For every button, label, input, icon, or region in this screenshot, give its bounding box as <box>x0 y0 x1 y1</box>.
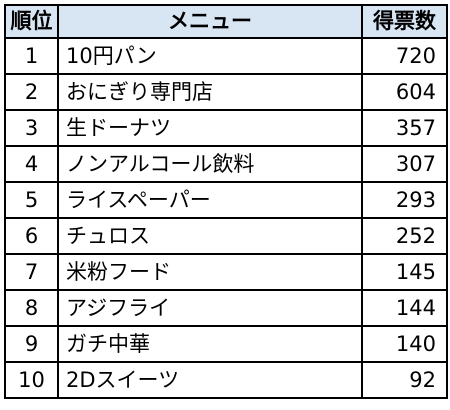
ranking-table-container: 順位 メニュー 得票数 1 10円パン 720 2 おにぎり専門店 604 3 … <box>4 4 448 405</box>
header-votes: 得票数 <box>361 4 448 39</box>
votes-cell: 357 <box>361 109 448 147</box>
votes-cell: 144 <box>361 289 448 327</box>
table-row: 6 チュロス 252 <box>4 217 448 255</box>
table-row: 9 ガチ中華 140 <box>4 325 448 363</box>
rank-cell: 8 <box>4 289 59 327</box>
menu-cell: ライスペーパー <box>57 181 363 219</box>
rank-cell: 9 <box>4 325 59 363</box>
rank-cell: 7 <box>4 253 59 291</box>
menu-cell: アジフライ <box>57 289 363 327</box>
menu-cell: チュロス <box>57 217 363 255</box>
votes-cell: 604 <box>361 73 448 111</box>
rank-cell: 2 <box>4 73 59 111</box>
table-row: 8 アジフライ 144 <box>4 289 448 327</box>
header-rank: 順位 <box>4 4 59 39</box>
menu-cell: ノンアルコール飲料 <box>57 145 363 183</box>
menu-cell: 生ドーナツ <box>57 109 363 147</box>
votes-cell: 307 <box>361 145 448 183</box>
header-row: 順位 メニュー 得票数 <box>4 4 448 39</box>
menu-cell: 米粉フード <box>57 253 363 291</box>
rank-cell: 1 <box>4 37 59 75</box>
menu-cell: 2Dスイーツ <box>57 361 363 399</box>
header-menu: メニュー <box>57 4 363 39</box>
table-row: 10 2Dスイーツ 92 <box>4 361 448 399</box>
votes-cell: 140 <box>361 325 448 363</box>
table-row: 2 おにぎり専門店 604 <box>4 73 448 111</box>
rank-cell: 4 <box>4 145 59 183</box>
votes-cell: 252 <box>361 217 448 255</box>
ranking-table: 順位 メニュー 得票数 1 10円パン 720 2 おにぎり専門店 604 3 … <box>4 4 448 399</box>
rank-cell: 5 <box>4 181 59 219</box>
table-body: 1 10円パン 720 2 おにぎり専門店 604 3 生ドーナツ 357 4 … <box>4 37 448 399</box>
menu-cell: おにぎり専門店 <box>57 73 363 111</box>
rank-cell: 10 <box>4 361 59 399</box>
table-row: 1 10円パン 720 <box>4 37 448 75</box>
table-row: 3 生ドーナツ 357 <box>4 109 448 147</box>
menu-cell: 10円パン <box>57 37 363 75</box>
votes-cell: 293 <box>361 181 448 219</box>
menu-cell: ガチ中華 <box>57 325 363 363</box>
votes-cell: 145 <box>361 253 448 291</box>
votes-cell: 92 <box>361 361 448 399</box>
table-row: 7 米粉フード 145 <box>4 253 448 291</box>
votes-cell: 720 <box>361 37 448 75</box>
rank-cell: 3 <box>4 109 59 147</box>
table-row: 4 ノンアルコール飲料 307 <box>4 145 448 183</box>
table-row: 5 ライスペーパー 293 <box>4 181 448 219</box>
table-header: 順位 メニュー 得票数 <box>4 4 448 39</box>
rank-cell: 6 <box>4 217 59 255</box>
